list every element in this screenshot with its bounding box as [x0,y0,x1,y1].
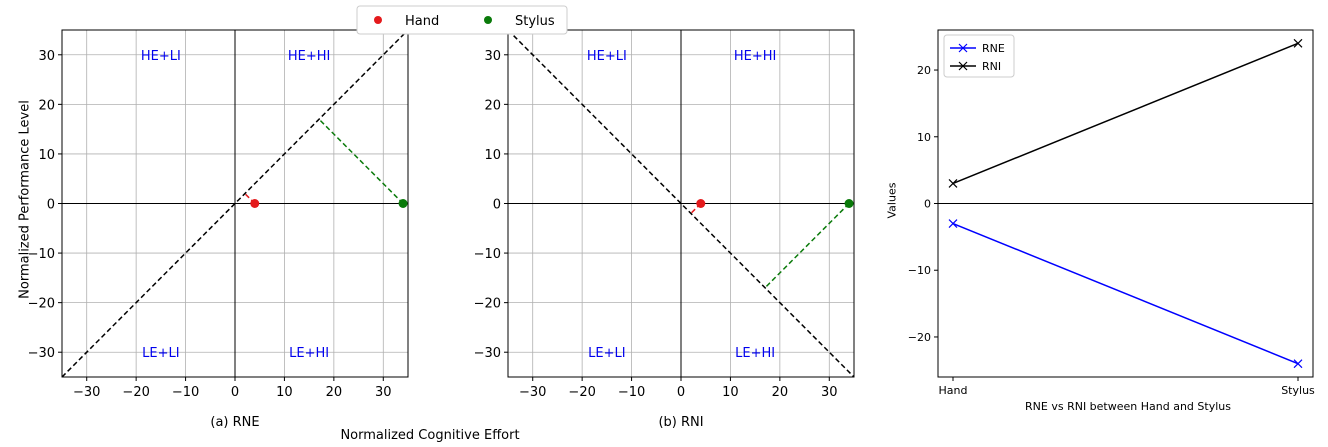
quadrant-label-rne-2: LE+LI [142,346,179,361]
tick-label-y-rni--20: −20 [474,297,501,312]
tick-label-x-rne-20: 20 [326,385,343,400]
quadrant-label-rni-2: LE+LI [588,346,625,361]
tick-label-y-rne-0: 0 [47,198,55,213]
series-line-rne [952,222,1299,365]
diagonal-line-rni [508,30,854,377]
tick-label-y-rni--10: −10 [474,247,501,262]
diagonal-line-rne [62,30,408,377]
tick-label-x-rne--30: −30 [73,385,100,400]
line-chart-legend-label-rni: RNI [982,60,1001,73]
tick-label-y-rne--30: −30 [28,346,55,361]
legend-label-hand: Hand [405,14,439,29]
point-rni-hand [696,199,706,208]
line-chart-tick-label-y-0: 0 [924,198,931,211]
tick-label-y-rne--10: −10 [28,247,55,262]
plot-area-rni [508,30,854,377]
tick-label-x-rni-30: 30 [821,385,838,400]
tick-label-y-rne--20: −20 [28,297,55,312]
tick-label-x-rne--10: −10 [172,385,199,400]
tick-label-y-rne-10: 10 [38,148,55,163]
line-chart-tick-label-y--10: −10 [908,264,931,277]
line-chart-legend-marker-rne [958,43,968,53]
tick-label-x-rne-30: 30 [375,385,392,400]
projection-rni-stylus [764,202,850,289]
tick-label-x-rni--30: −30 [519,385,546,400]
line-chart-tick-label-x-hand: Hand [939,384,968,397]
series-marker-rni-0 [948,179,958,188]
tick-label-x-rni-0: 0 [677,385,685,400]
tick-label-x-rni--20: −20 [568,385,595,400]
tick-label-y-rni-30: 30 [484,49,501,64]
line-chart-tick-label-y-20: 20 [917,64,931,77]
line-chart-tick-label-x-stylus: Stylus [1281,384,1315,397]
line-chart-tick-label-y-10: 10 [917,131,931,144]
quadrant-label-rne-1: HE+HI [288,49,331,64]
tick-label-x-rni-20: 20 [772,385,789,400]
tick-label-x-rni--10: −10 [618,385,645,400]
tick-label-y-rne-20: 20 [38,98,55,113]
quadrant-label-rni-0: HE+LI [587,49,627,64]
series-line-rni [952,42,1299,185]
legend-marker-stylus [484,16,492,24]
tick-label-y-rni-20: 20 [484,98,501,113]
plot-area-rne [62,30,408,377]
point-rne-stylus [398,199,408,208]
tick-label-x-rne-10: 10 [276,385,293,400]
tick-label-y-rni-10: 10 [484,148,501,163]
quadrant-label-rne-3: LE+HI [289,346,329,361]
line-chart-tick-label-y--20: −20 [908,331,931,344]
quadrant-label-rni-3: LE+HI [735,346,775,361]
line-chart-legend-marker-rni [958,61,968,71]
point-rni-stylus [844,199,854,208]
series-marker-rni-1 [1293,38,1303,48]
series-marker-rne-0 [948,219,958,228]
tick-label-y-rni-0: 0 [493,198,501,213]
tick-label-x-rni-10: 10 [722,385,739,400]
quadrant-label-rne-0: HE+LI [141,49,181,64]
legend-box [356,5,568,35]
tick-label-x-rne-0: 0 [231,385,239,400]
legend-marker-hand [374,16,382,24]
line-chart-legend-label-rne: RNE [982,42,1005,55]
legend-label-stylus: Stylus [515,14,555,29]
point-rne-hand [250,199,260,208]
quadrant-label-rni-1: HE+HI [734,49,777,64]
tick-label-y-rne-30: 30 [38,49,55,64]
series-marker-rne-1 [1293,359,1303,369]
tick-label-y-rni--30: −30 [474,346,501,361]
tick-label-x-rne--20: −20 [122,385,149,400]
projection-rne-stylus [318,118,404,205]
